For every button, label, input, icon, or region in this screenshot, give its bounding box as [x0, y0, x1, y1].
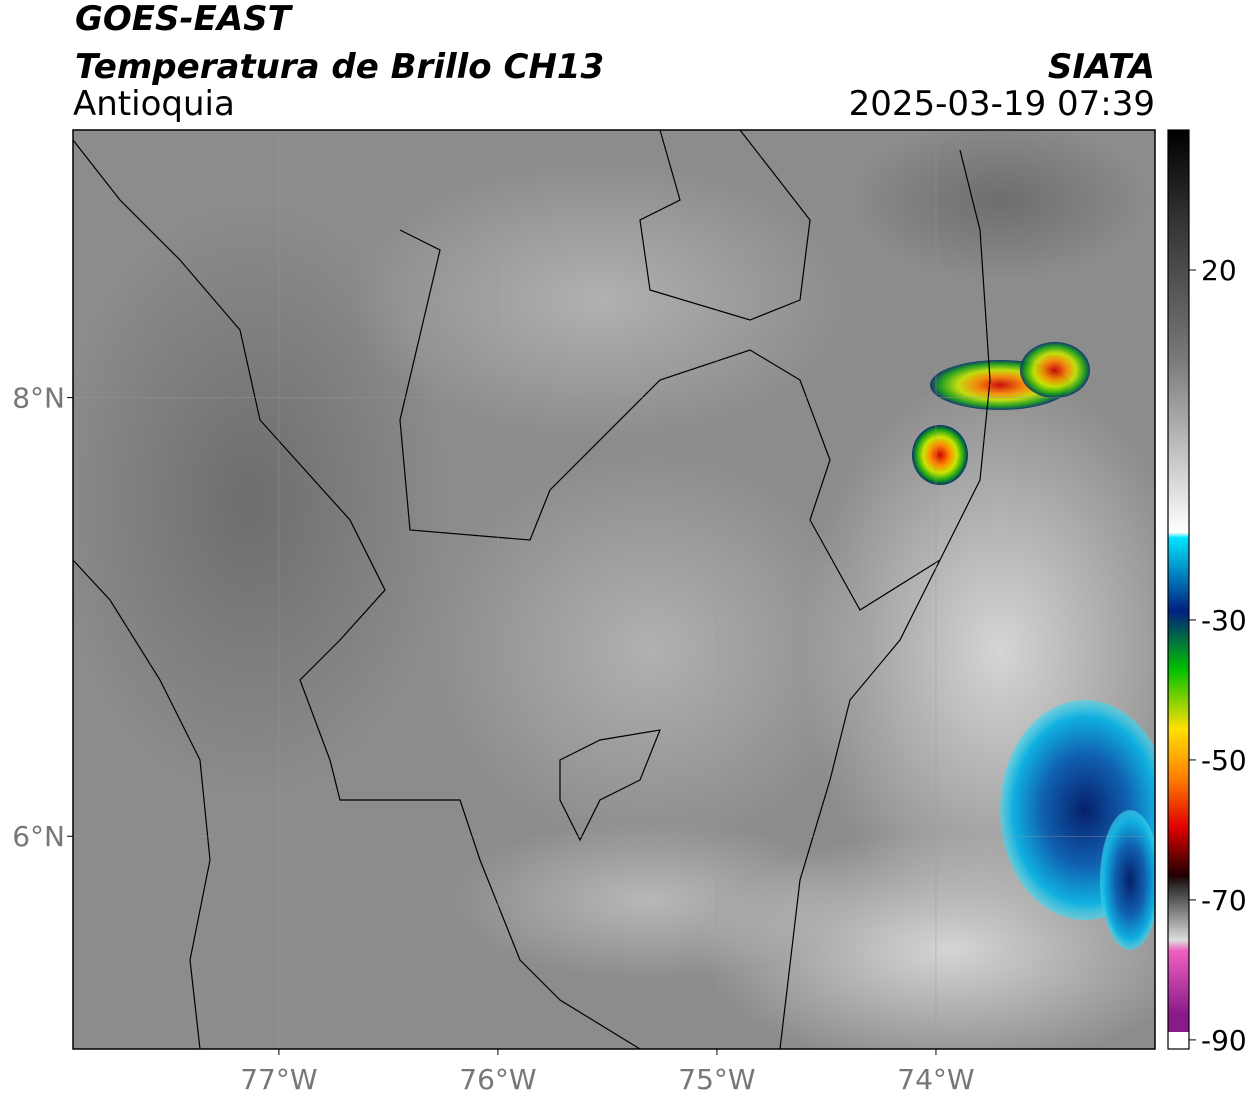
subtitle: Temperatura de Brillo CH13: [75, 47, 604, 87]
colorbar-tick-label: -30: [1201, 604, 1247, 637]
colorbar-under: [1168, 1032, 1189, 1049]
x-tick-label: 75°W: [678, 1063, 755, 1096]
map-image: [73, 130, 1155, 1049]
colorbar-frame: [1167, 129, 1190, 1050]
colorbar-tick-label: -70: [1201, 884, 1247, 917]
map-frame: [72, 129, 1156, 1050]
datetime: 2025-03-19 07:39: [849, 84, 1155, 124]
y-tick-label: 8°N: [12, 382, 65, 415]
title: GOES-EAST: [75, 0, 294, 39]
x-tick-label: 74°W: [897, 1063, 974, 1096]
source: SIATA: [1048, 47, 1155, 87]
map-axes: 77°W 76°W 75°W 74°W 8°N 6°N: [12, 130, 1155, 1096]
x-tick-label: 76°W: [459, 1063, 536, 1096]
colorbar-axis: 20 -30 -50 -70 -90: [1189, 254, 1247, 1057]
colorbar-tick-label: 20: [1201, 254, 1237, 287]
x-tick-label: 77°W: [240, 1063, 317, 1096]
colorbar-tick-label: -50: [1201, 744, 1247, 777]
y-tick-label: 6°N: [12, 820, 65, 853]
colorbar-tick-label: -90: [1201, 1024, 1247, 1057]
colorbar-gradient: [1168, 130, 1189, 1032]
region: Antioquia: [73, 84, 235, 124]
